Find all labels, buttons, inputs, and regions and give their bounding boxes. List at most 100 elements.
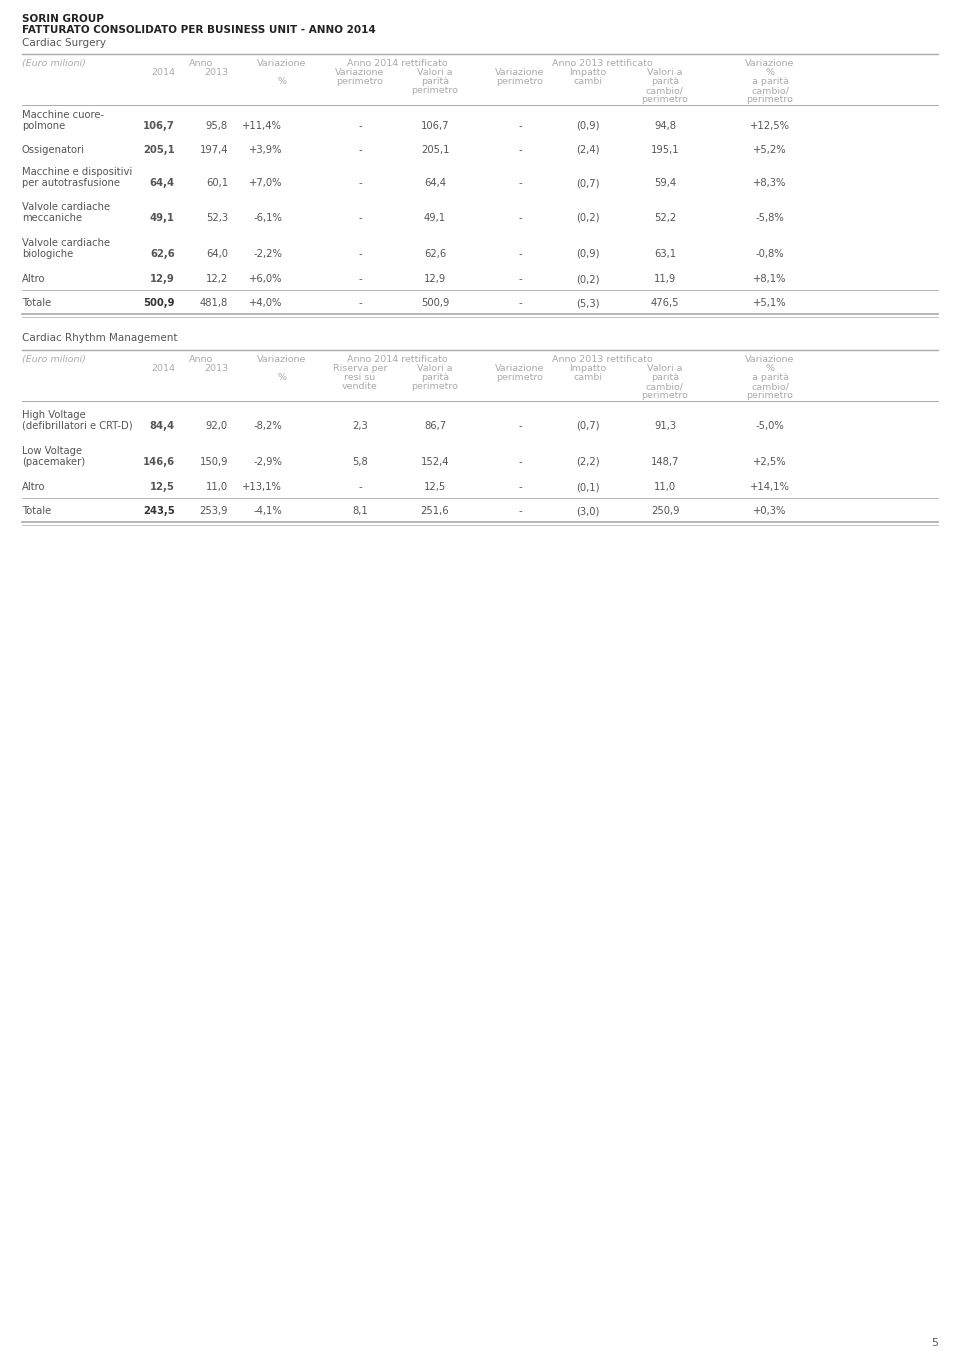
- Text: Variazione: Variazione: [257, 59, 306, 68]
- Text: +8,3%: +8,3%: [754, 178, 786, 189]
- Text: (0,9): (0,9): [576, 122, 600, 131]
- Text: 11,0: 11,0: [654, 482, 676, 492]
- Text: +7,0%: +7,0%: [249, 178, 282, 189]
- Text: 64,4: 64,4: [424, 178, 446, 189]
- Text: -8,2%: -8,2%: [253, 421, 282, 432]
- Text: 243,5: 243,5: [143, 505, 175, 516]
- Text: 152,4: 152,4: [420, 458, 449, 467]
- Text: Anno 2014 rettificato: Anno 2014 rettificato: [348, 59, 447, 68]
- Text: parità: parità: [420, 76, 449, 86]
- Text: Variazione: Variazione: [745, 355, 795, 363]
- Text: Impatto: Impatto: [569, 68, 607, 76]
- Text: (0,2): (0,2): [576, 213, 600, 223]
- Text: %: %: [277, 76, 286, 86]
- Text: biologiche: biologiche: [22, 249, 73, 260]
- Text: Valori a: Valori a: [647, 363, 683, 373]
- Text: Altro: Altro: [22, 275, 45, 284]
- Text: 195,1: 195,1: [651, 145, 680, 154]
- Text: 49,1: 49,1: [424, 213, 446, 223]
- Text: cambio/: cambio/: [646, 382, 684, 391]
- Text: (Euro milioni): (Euro milioni): [22, 355, 85, 363]
- Text: -5,0%: -5,0%: [756, 421, 784, 432]
- Text: +13,1%: +13,1%: [242, 482, 282, 492]
- Text: perimetro: perimetro: [641, 391, 688, 400]
- Text: Anno: Anno: [189, 59, 214, 68]
- Text: a parità: a parità: [752, 76, 788, 86]
- Text: 2013: 2013: [204, 68, 228, 76]
- Text: +14,1%: +14,1%: [750, 482, 790, 492]
- Text: 150,9: 150,9: [200, 458, 228, 467]
- Text: perimetro: perimetro: [747, 96, 793, 104]
- Text: 92,0: 92,0: [205, 421, 228, 432]
- Text: -: -: [518, 421, 522, 432]
- Text: perimetro: perimetro: [641, 96, 688, 104]
- Text: Low Voltage: Low Voltage: [22, 447, 83, 456]
- Text: (Euro milioni): (Euro milioni): [22, 59, 85, 68]
- Text: -: -: [518, 298, 522, 307]
- Text: +5,2%: +5,2%: [754, 145, 787, 154]
- Text: +4,0%: +4,0%: [249, 298, 282, 307]
- Text: Variazione: Variazione: [745, 59, 795, 68]
- Text: Cardiac Surgery: Cardiac Surgery: [22, 38, 106, 48]
- Text: 148,7: 148,7: [651, 458, 679, 467]
- Text: 476,5: 476,5: [651, 298, 680, 307]
- Text: (0,1): (0,1): [576, 482, 600, 492]
- Text: 2014: 2014: [151, 363, 175, 373]
- Text: cambi: cambi: [573, 76, 603, 86]
- Text: cambi: cambi: [573, 373, 603, 382]
- Text: High Voltage: High Voltage: [22, 410, 85, 419]
- Text: -: -: [518, 458, 522, 467]
- Text: (0,9): (0,9): [576, 249, 600, 260]
- Text: 253,9: 253,9: [200, 505, 228, 516]
- Text: +11,4%: +11,4%: [242, 122, 282, 131]
- Text: 5,8: 5,8: [352, 458, 368, 467]
- Text: polmone: polmone: [22, 122, 65, 131]
- Text: Riserva per: Riserva per: [333, 363, 387, 373]
- Text: (2,4): (2,4): [576, 145, 600, 154]
- Text: -: -: [358, 275, 362, 284]
- Text: -: -: [358, 482, 362, 492]
- Text: -: -: [358, 145, 362, 154]
- Text: vendite: vendite: [342, 382, 378, 391]
- Text: 63,1: 63,1: [654, 249, 676, 260]
- Text: 500,9: 500,9: [143, 298, 175, 307]
- Text: resi su: resi su: [345, 373, 375, 382]
- Text: %: %: [277, 373, 286, 382]
- Text: 2014: 2014: [151, 68, 175, 76]
- Text: 251,6: 251,6: [420, 505, 449, 516]
- Text: (0,2): (0,2): [576, 275, 600, 284]
- Text: -: -: [518, 275, 522, 284]
- Text: Variazione: Variazione: [335, 68, 385, 76]
- Text: perimetro: perimetro: [496, 76, 543, 86]
- Text: Valvole cardiache: Valvole cardiache: [22, 202, 110, 212]
- Text: Cardiac Rhythm Management: Cardiac Rhythm Management: [22, 333, 178, 343]
- Text: Altro: Altro: [22, 482, 45, 492]
- Text: a parità: a parità: [752, 373, 788, 382]
- Text: -2,9%: -2,9%: [253, 458, 282, 467]
- Text: +2,5%: +2,5%: [754, 458, 787, 467]
- Text: -4,1%: -4,1%: [253, 505, 282, 516]
- Text: -: -: [518, 122, 522, 131]
- Text: 2,3: 2,3: [352, 421, 368, 432]
- Text: -: -: [518, 178, 522, 189]
- Text: cambio/: cambio/: [751, 382, 789, 391]
- Text: 205,1: 205,1: [143, 145, 175, 154]
- Text: Macchine e dispositivi: Macchine e dispositivi: [22, 167, 132, 178]
- Text: Totale: Totale: [22, 505, 51, 516]
- Text: 2013: 2013: [204, 363, 228, 373]
- Text: +3,9%: +3,9%: [249, 145, 282, 154]
- Text: parità: parità: [651, 76, 679, 86]
- Text: 64,4: 64,4: [150, 178, 175, 189]
- Text: 12,9: 12,9: [424, 275, 446, 284]
- Text: 12,9: 12,9: [151, 275, 175, 284]
- Text: parità: parità: [651, 373, 679, 382]
- Text: +6,0%: +6,0%: [249, 275, 282, 284]
- Text: 62,6: 62,6: [424, 249, 446, 260]
- Text: -: -: [358, 213, 362, 223]
- Text: 52,2: 52,2: [654, 213, 676, 223]
- Text: 12,2: 12,2: [205, 275, 228, 284]
- Text: 12,5: 12,5: [150, 482, 175, 492]
- Text: -: -: [518, 145, 522, 154]
- Text: +0,3%: +0,3%: [754, 505, 786, 516]
- Text: 197,4: 197,4: [200, 145, 228, 154]
